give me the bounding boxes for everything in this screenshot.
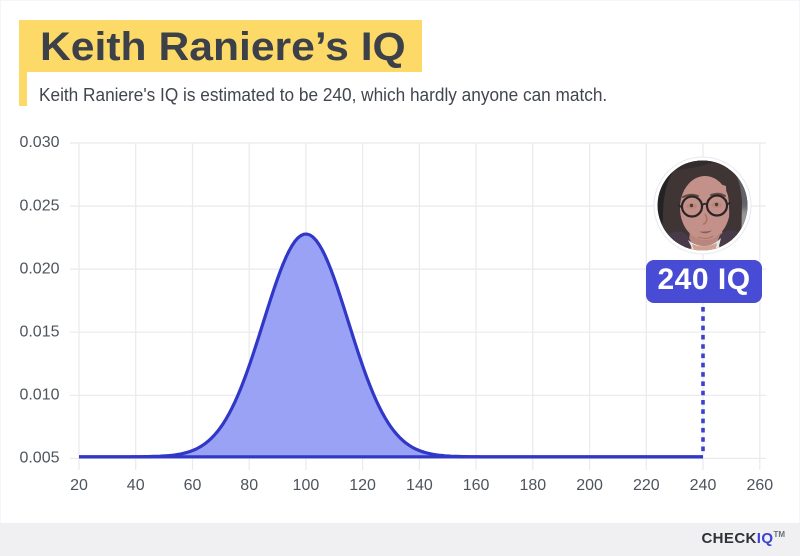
- svg-text:0.005: 0.005: [19, 450, 59, 467]
- svg-text:0.010: 0.010: [19, 387, 59, 404]
- svg-text:80: 80: [240, 477, 258, 494]
- svg-text:20: 20: [70, 477, 88, 494]
- svg-text:0.015: 0.015: [19, 323, 59, 340]
- svg-text:200: 200: [576, 477, 603, 494]
- svg-text:260: 260: [746, 477, 773, 494]
- svg-text:60: 60: [184, 477, 202, 494]
- svg-text:240: 240: [690, 477, 717, 494]
- svg-text:140: 140: [406, 477, 433, 494]
- svg-text:0.025: 0.025: [19, 197, 59, 214]
- svg-text:0.020: 0.020: [19, 260, 59, 277]
- svg-text:100: 100: [293, 477, 320, 494]
- svg-text:160: 160: [463, 477, 490, 494]
- svg-text:180: 180: [519, 477, 546, 494]
- svg-text:40: 40: [127, 477, 145, 494]
- svg-text:0.030: 0.030: [19, 134, 59, 151]
- svg-text:120: 120: [349, 477, 376, 494]
- svg-text:220: 220: [633, 477, 660, 494]
